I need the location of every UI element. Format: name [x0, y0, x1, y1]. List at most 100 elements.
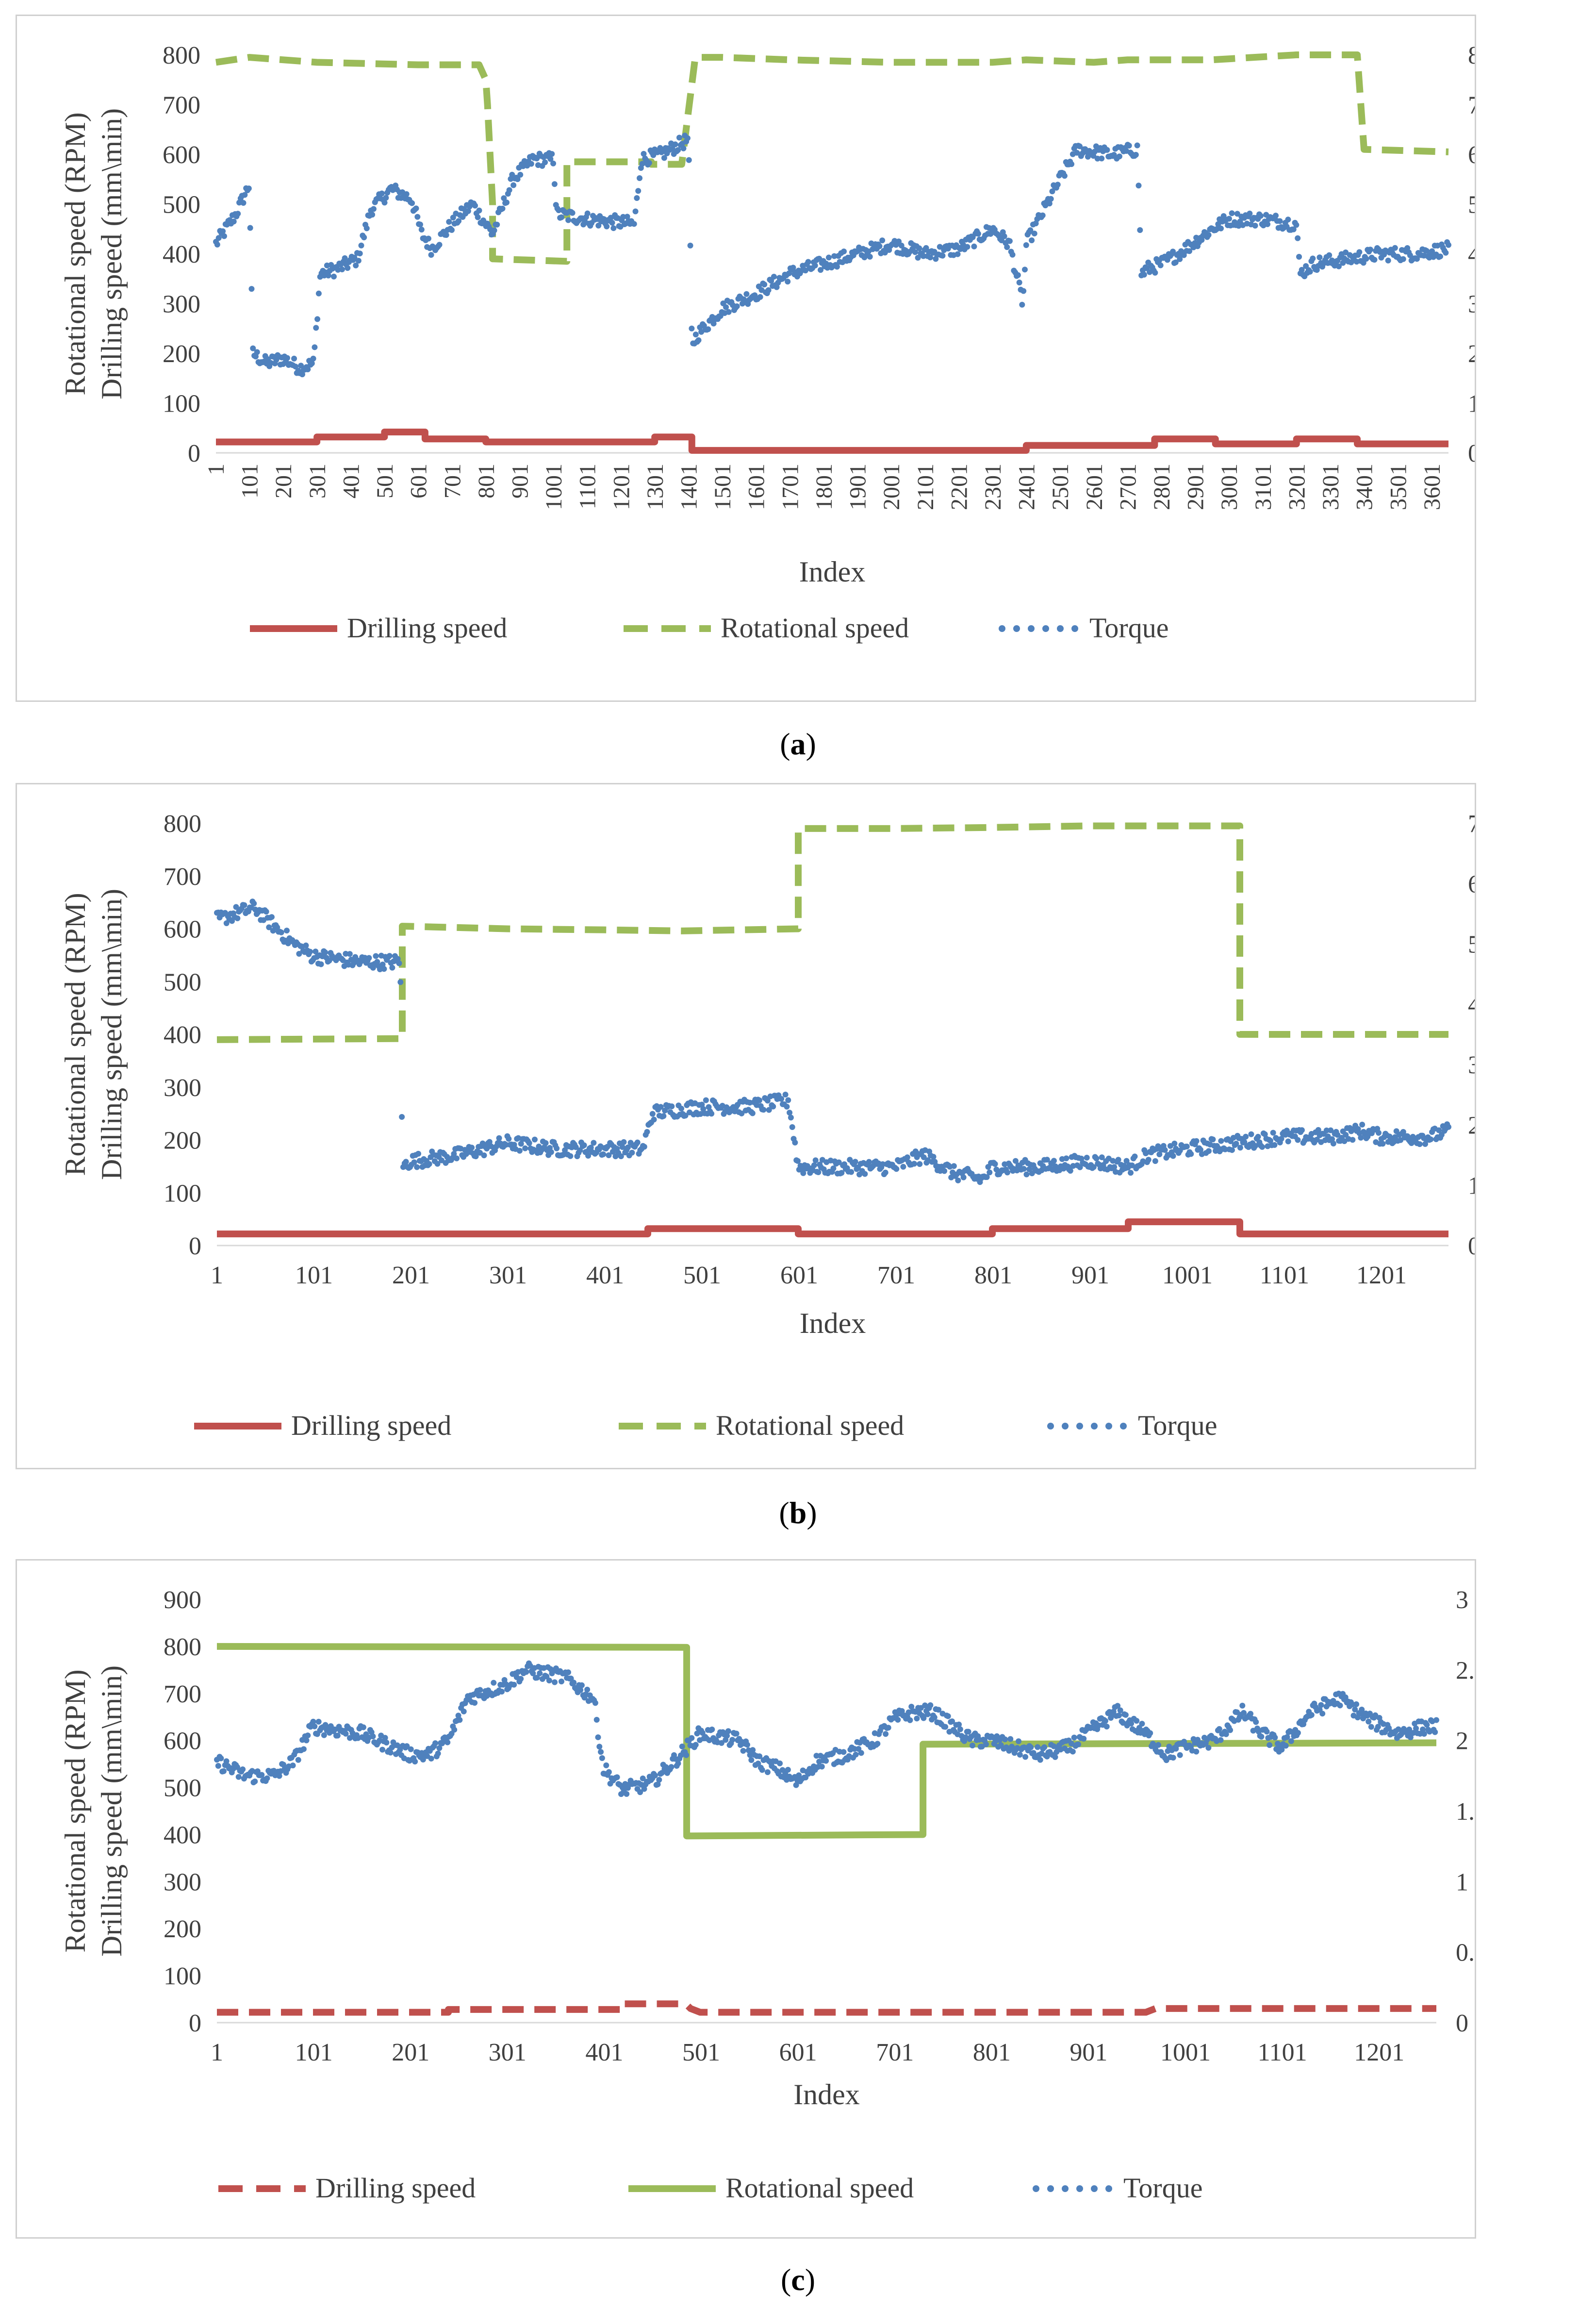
x-tick-label: 1901 [845, 464, 871, 510]
x-tick-label: 801 [474, 464, 499, 499]
torque-point [595, 222, 602, 229]
torque-point [220, 228, 226, 234]
legend-torque-marker [1105, 1423, 1112, 1429]
y-left-tick-label: 400 [163, 241, 200, 268]
torque-point [378, 190, 385, 197]
legend-torque-label: Torque [1089, 612, 1168, 644]
torque-point [1259, 1144, 1266, 1150]
torque-point [548, 1149, 554, 1155]
torque-point [1023, 1171, 1030, 1178]
torque-point [298, 363, 304, 369]
x-tick-label: 201 [271, 464, 296, 499]
torque-point [1248, 1131, 1254, 1137]
torque-point [1417, 1730, 1423, 1737]
torque-point [1027, 227, 1034, 233]
torque-point [248, 286, 255, 292]
torque-point [1252, 1143, 1258, 1149]
torque-point [787, 1110, 793, 1116]
torque-point [920, 253, 926, 259]
torque-point [1296, 254, 1302, 260]
x-tick-label: 501 [372, 464, 398, 499]
torque-point [1111, 1164, 1118, 1170]
torque-point [1035, 1744, 1041, 1750]
torque-point [629, 1149, 635, 1156]
x-tick-label: 201 [392, 1262, 430, 1289]
torque-point [322, 949, 329, 956]
y-left-tick-label: 800 [163, 42, 200, 69]
torque-point [812, 262, 818, 268]
torque-point [223, 920, 230, 926]
torque-point [1063, 1155, 1069, 1162]
x-tick-label: 2901 [1183, 464, 1209, 510]
torque-point [247, 225, 253, 231]
torque-point [1205, 1745, 1212, 1751]
rotational-speed-line [216, 1643, 1437, 1840]
chart-panel-c: 0 100 200 300 400 500 600 700 800 900 0 0.5 1 1.5 2 2.5… [16, 1559, 1476, 2239]
torque-point [1272, 1734, 1278, 1741]
torque-point [773, 284, 780, 290]
torque-point [250, 345, 256, 351]
x-tick-label: 601 [779, 2039, 817, 2066]
torque-point [1234, 211, 1240, 217]
torque-point [565, 1669, 571, 1676]
torque-point [725, 1728, 731, 1734]
torque-point [954, 251, 961, 257]
torque-point [389, 964, 395, 971]
torque-point [1067, 1168, 1073, 1174]
x-tick-label: 1 [203, 464, 229, 475]
torque-point [1123, 1158, 1130, 1164]
x-axis-title: Index [793, 2078, 860, 2111]
x-tick-label: 2001 [879, 464, 905, 510]
torque-point [1299, 266, 1305, 273]
torque-point [1326, 252, 1333, 258]
torque-point [1416, 1141, 1423, 1147]
torque-point [523, 1669, 529, 1675]
torque-point [1248, 1711, 1254, 1717]
torque-point [634, 1139, 641, 1146]
torque-point [312, 1723, 318, 1729]
torque-point [436, 242, 443, 248]
torque-point [811, 1162, 817, 1168]
legend-torque-marker [1076, 1423, 1083, 1429]
torque-point [353, 262, 359, 268]
torque-point [1115, 1703, 1121, 1709]
y-right-tick-label: 2 [1456, 1728, 1468, 1755]
torque-point [1437, 253, 1444, 260]
torque-point [1001, 233, 1007, 239]
y-left-tick-label: 700 [164, 863, 201, 891]
legend-drilling-speed-label: Drilling speed [315, 2172, 476, 2204]
torque-point [1424, 1722, 1430, 1728]
torque-point [578, 1682, 585, 1688]
torque-point [477, 1687, 483, 1693]
torque-point [992, 1161, 998, 1167]
torque-point [1363, 256, 1369, 262]
legend-torque-marker [999, 625, 1005, 632]
torque-point [874, 1741, 881, 1747]
legend-torque-label: Torque [1138, 1410, 1217, 1441]
torque-point [724, 1732, 730, 1739]
torque-point [1104, 147, 1110, 153]
torque-point [606, 1152, 612, 1159]
torque-point [755, 1761, 761, 1767]
x-tick-label: 101 [295, 1262, 333, 1289]
torque-point [757, 1753, 763, 1760]
torque-point [795, 1158, 801, 1164]
torque-point [1267, 1742, 1273, 1748]
torque-point [215, 235, 222, 241]
torque-point [546, 1678, 552, 1684]
torque-point [473, 1153, 479, 1160]
torque-point [770, 1103, 776, 1110]
torque-point [1316, 254, 1323, 261]
torque-point [823, 1758, 829, 1764]
torque-point [632, 208, 639, 215]
torque-point [692, 332, 699, 338]
torque-point [361, 234, 367, 241]
torque-point [945, 1713, 951, 1719]
torque-point [547, 156, 554, 162]
x-tick-label: 3001 [1217, 464, 1242, 510]
torque-point [1205, 1148, 1212, 1154]
torque-point [506, 1136, 512, 1142]
torque-point [1122, 1712, 1129, 1718]
torque-point [420, 1757, 426, 1763]
panel-caption-b: (b) [779, 1496, 817, 1530]
